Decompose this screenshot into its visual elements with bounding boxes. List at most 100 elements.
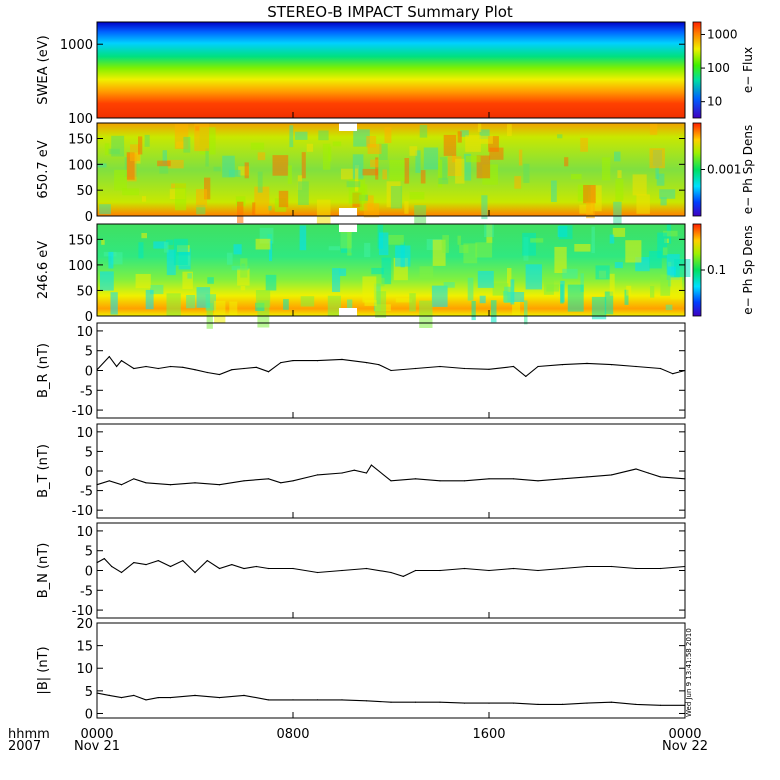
panel-frame [96, 122, 686, 217]
texture-cell [415, 150, 421, 173]
texture-cell [557, 134, 563, 139]
series-line [96, 355, 686, 378]
data-point [659, 476, 662, 478]
data-point [463, 567, 466, 570]
y-tick-label: -10 [72, 504, 93, 519]
texture-cell [409, 293, 416, 312]
texture-cell [490, 300, 497, 323]
texture-cell [363, 203, 380, 218]
texture-cell [624, 289, 629, 305]
texture-cell [97, 163, 107, 168]
texture-cell [322, 143, 331, 170]
texture-cell [306, 143, 314, 152]
texture-cell [591, 226, 595, 254]
y-tick-label: 50 [76, 284, 93, 299]
texture-cell [551, 180, 557, 202]
data-point [157, 367, 159, 370]
y-axis-label: |B| (nT) [36, 646, 51, 694]
texture-cell [265, 274, 277, 291]
texture-cell [475, 242, 493, 258]
texture-cell [332, 268, 341, 292]
texture-cell [477, 123, 482, 132]
texture-cell [238, 166, 250, 176]
texture-cell [214, 300, 226, 324]
data-point [610, 701, 613, 703]
texture-cell [375, 291, 387, 318]
x-tick-date: Nov 21 [74, 739, 120, 754]
texture-cell [122, 188, 139, 196]
data-point [231, 564, 233, 566]
texture-cell [660, 197, 667, 206]
y-tick-label: 1000 [60, 38, 93, 53]
texture-cell [560, 284, 564, 304]
data-point [316, 360, 319, 362]
data-point [365, 362, 368, 364]
texture-cell [229, 301, 238, 316]
texture-cell [104, 143, 110, 156]
data-point [108, 480, 110, 482]
data-point [390, 701, 392, 703]
texture-cell [141, 196, 147, 202]
data-point [267, 567, 270, 570]
texture-cell [235, 196, 246, 207]
texture-cell [460, 130, 469, 137]
texture-cell [504, 286, 514, 303]
texture-cell [162, 150, 167, 165]
data-point [120, 360, 123, 362]
data-point [218, 373, 221, 376]
texture-cell [665, 304, 673, 311]
data-point [108, 694, 110, 697]
time-row-label: 2007 [8, 739, 41, 754]
texture-cell [455, 158, 465, 184]
texture-cell [674, 259, 691, 277]
data-point [353, 469, 355, 471]
data-point [169, 565, 172, 568]
texture-cell [153, 241, 168, 249]
texture-cell [340, 224, 352, 249]
texture-cell [590, 185, 602, 212]
texture-cell [257, 152, 266, 161]
data-point [243, 480, 245, 482]
panel-frame [96, 423, 686, 519]
texture-cell [272, 155, 289, 176]
data-point [378, 364, 380, 366]
texture-cell [636, 194, 650, 214]
texture-cell [182, 271, 193, 289]
texture-cell [99, 204, 111, 215]
texture-cell [126, 152, 135, 180]
texture-cell [237, 201, 244, 223]
colorbar-tick-label: 10 [707, 95, 722, 109]
data-point [120, 484, 123, 486]
data-point [103, 558, 105, 560]
texture-cell [457, 131, 462, 143]
data-point [402, 575, 404, 578]
data-point [133, 478, 135, 480]
y-tick-label: 50 [76, 184, 93, 199]
texture-cell [163, 242, 169, 253]
texture-cell [231, 265, 249, 271]
texture-cell [438, 177, 449, 185]
texture-cell [503, 291, 508, 303]
data-point [659, 567, 662, 570]
texture-cell [252, 202, 256, 215]
texture-cell [649, 251, 662, 269]
data-point [635, 567, 637, 570]
texture-cell [586, 202, 595, 219]
texture-cell [135, 274, 151, 289]
texture-cell [604, 291, 614, 315]
texture-cell [463, 243, 478, 264]
texture-cell [354, 168, 359, 192]
texture-cell [522, 232, 536, 256]
texture-cell [554, 246, 567, 273]
data-point [218, 484, 221, 486]
texture-cell [186, 295, 196, 309]
data-gap [339, 123, 357, 131]
texture-cell [110, 292, 118, 315]
texture-cell [233, 244, 242, 255]
data-point [635, 468, 637, 470]
texture-cell [108, 251, 114, 269]
data-point [439, 701, 441, 703]
texture-cell [255, 238, 271, 250]
data-point [206, 560, 208, 562]
